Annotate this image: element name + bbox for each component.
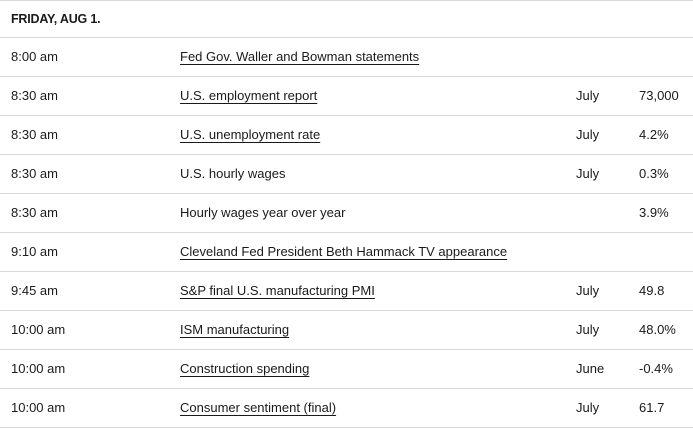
event-link[interactable]: Cleveland Fed President Beth Hammack TV … [180, 244, 508, 259]
report-value: 4.2% [639, 127, 669, 142]
event-time: 8:30 am [11, 127, 58, 142]
event-time: 9:45 am [11, 283, 58, 298]
event-link[interactable]: ISM manufacturing [180, 322, 290, 337]
calendar-list: 8:00 am Fed Gov. Waller and Bowman state… [0, 38, 693, 428]
event-time: 8:30 am [11, 205, 58, 220]
event-title: U.S. hourly wages [180, 166, 286, 181]
event-time: 10:00 am [11, 361, 66, 376]
report-value: 61.7 [639, 400, 665, 415]
event-title: Hourly wages year over year [180, 205, 346, 220]
calendar-row: 10:00 am ISM manufacturing July 48.0% [0, 311, 693, 350]
report-value: -0.4% [639, 361, 673, 376]
report-value: 3.9% [639, 205, 669, 220]
report-period: July [576, 166, 600, 181]
calendar-row: 10:00 am Construction spending June -0.4… [0, 350, 693, 389]
report-value: 48.0% [639, 322, 676, 337]
report-period: June [576, 361, 605, 376]
event-time: 9:10 am [11, 244, 58, 259]
report-value: 0.3% [639, 166, 669, 181]
report-period: July [576, 400, 600, 415]
calendar-row: 8:30 am Hourly wages year over year 3.9% [0, 194, 693, 233]
event-link[interactable]: S&P final U.S. manufacturing PMI [180, 283, 375, 298]
calendar-row: 8:30 am U.S. employment report July 73,0… [0, 77, 693, 116]
report-value: 49.8 [639, 283, 665, 298]
calendar-row: 9:45 am S&P final U.S. manufacturing PMI… [0, 272, 693, 311]
event-link[interactable]: U.S. unemployment rate [180, 127, 321, 142]
calendar-row: 9:10 am Cleveland Fed President Beth Ham… [0, 233, 693, 272]
day-header: FRIDAY, AUG 1. [0, 0, 693, 38]
event-time: 8:00 am [11, 49, 58, 64]
report-period: July [576, 88, 600, 103]
report-value: 73,000 [639, 88, 679, 103]
calendar-row: 10:00 am Consumer sentiment (final) July… [0, 389, 693, 428]
event-link[interactable]: U.S. employment report [180, 88, 318, 103]
report-period: July [576, 127, 600, 142]
event-time: 10:00 am [11, 400, 66, 415]
calendar-row: 8:30 am U.S. unemployment rate July 4.2% [0, 116, 693, 155]
event-link[interactable]: Construction spending [180, 361, 310, 376]
event-time: 8:30 am [11, 88, 58, 103]
calendar-row: 8:00 am Fed Gov. Waller and Bowman state… [0, 38, 693, 77]
event-time: 8:30 am [11, 166, 58, 181]
report-period: July [576, 283, 600, 298]
event-time: 10:00 am [11, 322, 66, 337]
event-link[interactable]: Consumer sentiment (final) [180, 400, 337, 415]
event-link[interactable]: Fed Gov. Waller and Bowman statements [180, 49, 420, 64]
report-period: July [576, 322, 600, 337]
calendar-row: 8:30 am U.S. hourly wages July 0.3% [0, 155, 693, 194]
